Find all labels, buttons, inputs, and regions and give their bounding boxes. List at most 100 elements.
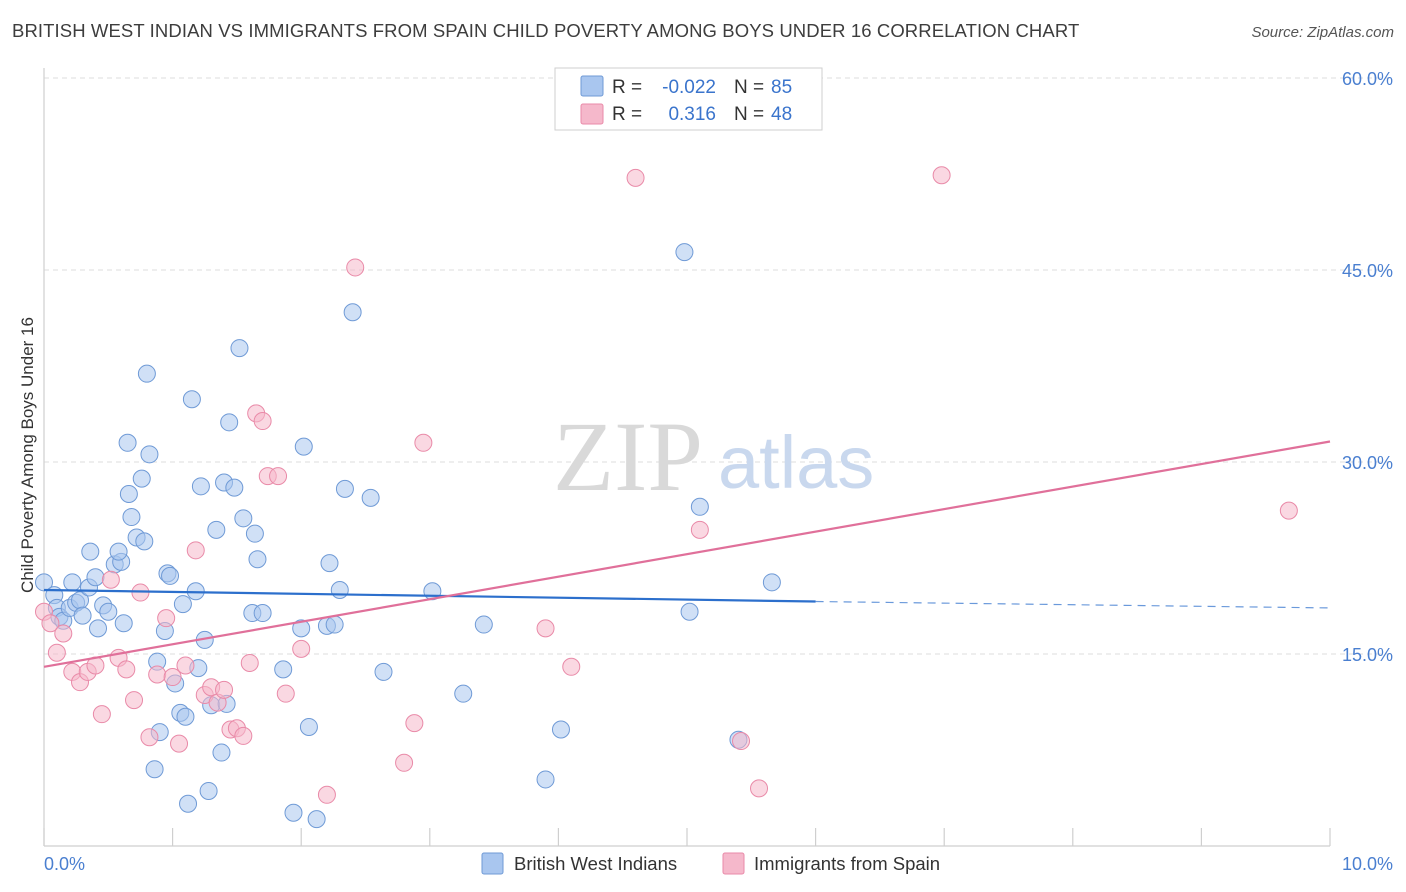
watermark-zip: ZIP: [553, 401, 703, 512]
point-immigrants-from-spain: [140, 728, 159, 747]
legend-swatch-blue: [580, 75, 604, 97]
point-british-west-indians: [81, 542, 100, 561]
point-british-west-indians: [230, 339, 249, 358]
point-immigrants-from-spain: [41, 614, 60, 633]
point-immigrants-from-spain: [405, 714, 424, 733]
point-immigrants-from-spain: [170, 734, 189, 753]
point-british-west-indians: [137, 364, 156, 383]
point-immigrants-from-spain: [186, 541, 205, 560]
point-british-west-indians: [361, 488, 380, 507]
point-british-west-indians: [182, 390, 201, 409]
point-british-west-indians: [675, 243, 694, 262]
watermark-atlas: atlas: [718, 421, 874, 504]
point-british-west-indians: [173, 595, 192, 614]
point-british-west-indians: [212, 743, 231, 762]
point-immigrants-from-spain: [117, 660, 136, 679]
trend-line-british-west-indians: [43, 588, 816, 603]
legend-r-label-1: R =: [612, 77, 642, 98]
point-immigrants-from-spain: [690, 520, 709, 539]
point-immigrants-from-spain: [732, 732, 751, 751]
point-immigrants-from-spain: [269, 467, 288, 486]
point-immigrants-from-spain: [240, 653, 259, 672]
point-british-west-indians: [335, 479, 354, 498]
point-immigrants-from-spain: [163, 668, 182, 687]
bottom-legend-swatch-pink: [722, 852, 745, 875]
chart-title: BRITISH WEST INDIAN VS IMMIGRANTS FROM S…: [12, 20, 1080, 41]
point-british-west-indians: [140, 445, 159, 464]
gridlines: [44, 77, 1392, 655]
point-british-west-indians: [199, 781, 218, 800]
point-immigrants-from-spain: [414, 433, 433, 452]
point-british-west-indians: [245, 524, 264, 543]
x-tick-label-max: 10.0%: [1342, 854, 1393, 874]
legend-r-value-2: 0.316: [668, 104, 716, 125]
point-immigrants-from-spain: [292, 639, 311, 658]
point-british-west-indians: [109, 542, 128, 561]
point-immigrants-from-spain: [932, 166, 951, 185]
trend-line-immigrants-from-spain: [43, 440, 1331, 668]
tick-labels: 15.0% 30.0% 45.0% 60.0% 0.0% 10.0%: [44, 69, 1393, 874]
legend-r-value-1: -0.022: [662, 77, 716, 98]
x-tick-label-min: 0.0%: [44, 854, 85, 874]
y-tick-label: 15.0%: [1342, 645, 1393, 665]
legend-n-label-1: N =: [734, 77, 764, 98]
point-british-west-indians: [99, 602, 118, 621]
point-british-west-indians: [135, 532, 154, 551]
legend-swatch-pink: [580, 103, 604, 125]
point-british-west-indians: [330, 581, 349, 599]
point-british-west-indians: [248, 550, 267, 569]
point-british-west-indians: [225, 478, 244, 497]
series-immigrants-from-spain: [35, 166, 1298, 804]
point-british-west-indians: [307, 810, 326, 829]
point-immigrants-from-spain: [157, 609, 176, 628]
point-immigrants-from-spain: [234, 726, 253, 745]
point-british-west-indians: [207, 520, 226, 539]
point-british-west-indians: [73, 606, 92, 625]
point-immigrants-from-spain: [47, 643, 66, 662]
point-immigrants-from-spain: [1279, 501, 1298, 520]
point-british-west-indians: [762, 573, 781, 592]
y-tick-label: 60.0%: [1342, 69, 1393, 89]
series-legend: British West Indians Immigrants from Spa…: [481, 852, 940, 875]
legend-n-value-2: 48: [771, 104, 792, 125]
point-immigrants-from-spain: [125, 691, 144, 710]
point-british-west-indians: [220, 413, 239, 432]
point-british-west-indians: [325, 615, 344, 634]
correlation-legend: R = -0.022 N = 85 R = 0.316 N = 48: [554, 67, 823, 131]
trend-lines: [43, 440, 1331, 668]
point-immigrants-from-spain: [346, 258, 365, 277]
point-immigrants-from-spain: [562, 657, 581, 676]
point-immigrants-from-spain: [276, 684, 295, 703]
point-immigrants-from-spain: [54, 624, 73, 643]
point-british-west-indians: [284, 803, 303, 822]
point-immigrants-from-spain: [317, 785, 336, 804]
source-credit: Source: ZipAtlas.com: [1251, 24, 1394, 41]
legend-n-label-2: N =: [734, 104, 764, 125]
axes: [43, 68, 1331, 847]
bottom-legend-label-1: British West Indians: [514, 853, 677, 874]
point-immigrants-from-spain: [536, 619, 555, 638]
point-immigrants-from-spain: [101, 570, 120, 589]
legend-r-label-2: R =: [612, 104, 642, 125]
point-british-west-indians: [176, 707, 195, 726]
point-british-west-indians: [118, 433, 137, 452]
point-british-west-indians: [86, 568, 105, 587]
point-british-west-indians: [191, 477, 210, 496]
point-british-west-indians: [145, 760, 164, 779]
point-immigrants-from-spain: [148, 665, 167, 684]
point-british-west-indians: [454, 684, 473, 703]
point-immigrants-from-spain: [215, 680, 234, 699]
y-tick-label: 45.0%: [1342, 261, 1393, 281]
point-british-west-indians: [474, 615, 493, 634]
point-british-west-indians: [179, 794, 198, 813]
point-british-west-indians: [680, 602, 699, 621]
bottom-legend-label-2: Immigrants from Spain: [754, 853, 940, 874]
point-british-west-indians: [292, 619, 311, 638]
point-immigrants-from-spain: [750, 779, 769, 798]
point-british-west-indians: [274, 660, 293, 679]
legend-n-value-1: 85: [771, 77, 792, 98]
point-immigrants-from-spain: [253, 412, 272, 431]
point-immigrants-from-spain: [92, 705, 111, 724]
y-tick-label: 30.0%: [1342, 453, 1393, 473]
bottom-legend-swatch-blue: [481, 852, 504, 875]
